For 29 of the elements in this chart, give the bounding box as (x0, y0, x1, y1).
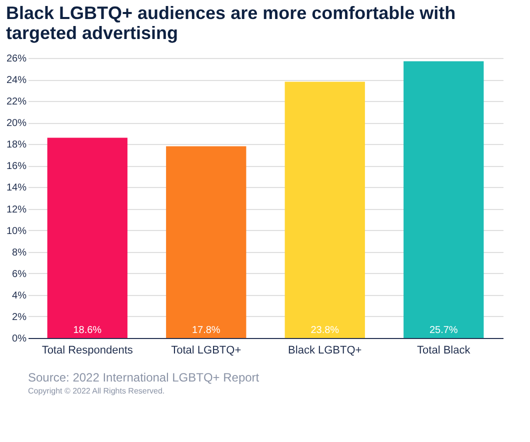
bar (284, 82, 365, 338)
chart-title: Black LGBTQ+ audiences are more comfortable with targeted advertising (6, 3, 456, 43)
y-tick-label: 0% (12, 334, 27, 344)
y-tick-label: 24% (6, 75, 27, 86)
y-tick-label: 18% (6, 140, 27, 151)
bar (166, 146, 246, 338)
y-tick-label: 16% (6, 161, 27, 172)
y-tick-label: 6% (12, 268, 27, 280)
bar (404, 61, 484, 338)
text: Copyright © 2022 All Rights Reserved. (28, 386, 165, 396)
data-label: 23.8% (310, 325, 340, 336)
y-tick-label: 22% (6, 96, 27, 108)
y-tick-label: 4% (12, 290, 27, 302)
y-tick-label: 14% (6, 182, 27, 194)
x-tick-label: Total LGBTQ+ (171, 344, 242, 356)
x-tick-label: Total Black (417, 344, 471, 356)
y-tick-label: 20% (6, 118, 27, 130)
x-tick-label: Black LGBTQ+ (288, 344, 362, 356)
data-label: 18.6% (73, 325, 102, 336)
y-tick-label: 10% (6, 226, 27, 237)
y-tick-label: 8% (12, 247, 27, 258)
bar (47, 138, 128, 338)
x-tick-label: Total Respondents (42, 344, 134, 356)
data-label: 25.7% (429, 325, 458, 336)
data-label: 17.8% (192, 325, 220, 336)
y-tick-label: 26% (6, 54, 27, 64)
y-tick-label: 2% (12, 312, 27, 323)
y-tick-label: 12% (6, 204, 27, 216)
source-note: Source: 2022 International LGBTQ+ Report (28, 370, 260, 384)
